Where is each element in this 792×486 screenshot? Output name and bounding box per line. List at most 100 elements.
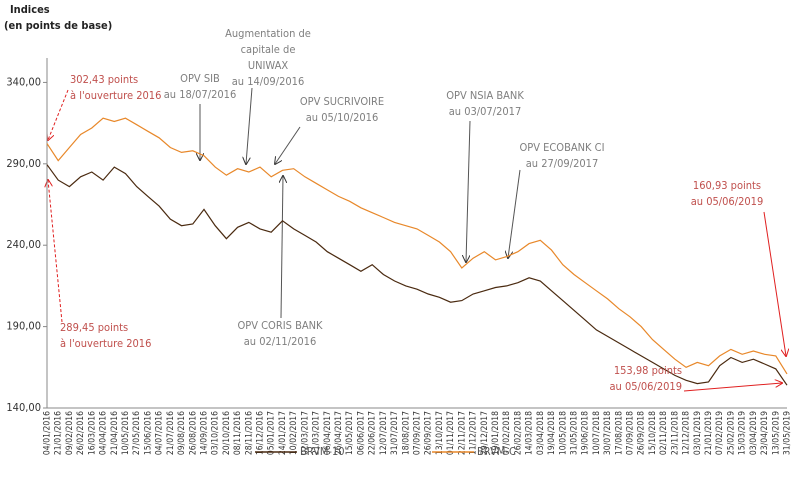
- arrow: [275, 126, 301, 164]
- x-tick-label: 15/05/2017: [345, 411, 355, 455]
- x-tick-label: 31/07/2017: [390, 411, 400, 455]
- arrow: [281, 176, 283, 319]
- annotation: au 02/11/2016: [244, 335, 317, 348]
- x-tick-label: 16/12/2016: [256, 411, 266, 455]
- legend-label: BRVM-C: [477, 445, 516, 458]
- annotation: OPV SUCRIVOIRE: [300, 95, 384, 108]
- arrow: [48, 180, 63, 323]
- x-tick-label: 23/11/2018: [670, 411, 680, 455]
- x-tick-label: 05/01/2017: [267, 411, 277, 455]
- annotation: au 27/09/2017: [526, 157, 599, 170]
- annotation: UNIWAX: [248, 59, 289, 72]
- x-tick-label: 26/02/2018: [513, 411, 523, 455]
- y-tick-label: 240,00: [6, 238, 41, 251]
- annotation: au 14/09/2016: [232, 75, 305, 88]
- annotation: 289,45 points: [60, 321, 128, 334]
- x-tick-label: 10/02/2017: [289, 411, 299, 455]
- x-tick-label: 17/08/2018: [614, 411, 624, 455]
- x-tick-label: 19/01/2018: [491, 411, 501, 455]
- x-tick-label: 07/02/2019: [715, 411, 725, 455]
- annotation: 153,98 points: [614, 364, 682, 377]
- annotation: OPV CORIS BANK: [237, 319, 323, 332]
- annotation: au 05/06/2019: [691, 195, 764, 208]
- x-tick-label: 10/07/2018: [592, 411, 602, 455]
- x-tick-label: 10/05/2016: [121, 411, 131, 455]
- annotation: au 05/06/2019: [609, 380, 682, 393]
- y-tick-label: 340,00: [6, 75, 41, 88]
- x-tick-label: 21/03/2017: [312, 411, 322, 455]
- x-tick-label: 21/01/2019: [704, 411, 714, 455]
- annotation: à l'ouverture 2016: [70, 89, 161, 102]
- series-line: [46, 164, 788, 386]
- x-tick-label: 21/07/2016: [166, 411, 176, 455]
- x-tick-label: 20/10/2016: [222, 411, 232, 455]
- annotation: 302,43 points: [70, 73, 138, 86]
- x-tick-label: 29/12/2017: [480, 411, 490, 455]
- x-tick-label: 03/04/2018: [536, 411, 546, 455]
- x-tick-label: 26/02/2016: [76, 411, 86, 455]
- annotation: 160,93 points: [693, 179, 761, 192]
- x-tick-label: 19/04/2018: [547, 411, 557, 455]
- x-tick-label: 10/05/2018: [558, 411, 568, 455]
- x-tick-label: 16/03/2016: [87, 411, 97, 455]
- x-tick-label: 31/05/2019: [783, 411, 792, 455]
- x-tick-label: 31/05/2018: [569, 411, 579, 455]
- x-tick-label: 13/05/2019: [771, 411, 781, 455]
- x-tick-label: 25/02/2019: [726, 411, 736, 455]
- x-tick-label: 24/01/2017: [278, 411, 288, 455]
- legend-label: BRVM-10: [300, 445, 345, 458]
- y-tick-label: 290,00: [6, 157, 41, 170]
- x-tick-label: 01/11/2017: [446, 411, 456, 455]
- x-tick-label: 03/04/2019: [749, 411, 759, 455]
- y-tick-label: 190,00: [6, 320, 41, 333]
- annotation: OPV NSIA BANK: [446, 89, 524, 102]
- arrow: [48, 89, 69, 140]
- arrow: [508, 169, 521, 258]
- annotation-arrows: [48, 87, 786, 392]
- series-line: [46, 117, 788, 375]
- x-tick-label: 11/12/2017: [469, 411, 479, 455]
- x-tick-label: 15/10/2018: [648, 411, 658, 455]
- arrow: [763, 211, 786, 356]
- x-tick-label: 07/02/2018: [502, 411, 512, 455]
- x-tick-label: 23/04/2019: [760, 411, 770, 455]
- annotation: OPV ECOBANK CI: [519, 141, 604, 154]
- x-tick-label: 06/06/2017: [356, 411, 366, 455]
- x-tick-label: 22/06/2017: [368, 411, 378, 455]
- x-tick-label: 09/08/2016: [177, 411, 187, 455]
- annotation: au 18/07/2016: [164, 88, 237, 101]
- x-tick-label: 04/07/2016: [155, 411, 165, 455]
- annotation: à l'ouverture 2016: [60, 337, 151, 350]
- x-tick-label: 12/07/2017: [379, 411, 389, 455]
- arrow: [466, 120, 471, 262]
- x-tick-label: 03/01/2019: [693, 411, 703, 455]
- x-tick-label: 07/09/2017: [413, 411, 423, 455]
- x-tick-label: 14/03/2018: [525, 411, 535, 455]
- x-tick-label: 22/11/2017: [457, 411, 467, 455]
- x-tick-label: 19/06/2018: [581, 411, 591, 455]
- annotation: au 05/10/2016: [306, 111, 379, 124]
- y-axis-title: Indices: [10, 3, 50, 16]
- x-tick-label: 09/02/2016: [65, 411, 75, 455]
- x-tick-label: 13/10/2017: [435, 411, 445, 455]
- x-tick-label: 26/04/2017: [334, 411, 344, 455]
- x-tick-label: 15/03/2019: [738, 411, 748, 455]
- arrow: [246, 87, 253, 164]
- x-tick-label: 21/04/2016: [110, 411, 120, 455]
- annotation: Augmentation de: [225, 27, 311, 40]
- arrow: [683, 383, 782, 392]
- y-tick-label: 140,00: [6, 401, 41, 414]
- x-tick-label: 04/01/2016: [43, 411, 53, 455]
- x-tick-label: 08/11/2016: [233, 411, 243, 455]
- x-tick-label: 18/08/2017: [401, 411, 411, 455]
- x-tick-label: 26/09/2018: [637, 411, 647, 455]
- x-tick-label: 06/04/2017: [323, 411, 333, 455]
- x-tick-label: 03/10/2016: [211, 411, 221, 455]
- x-tick-label: 04/04/2016: [99, 411, 109, 455]
- x-tick-label: 02/11/2018: [659, 411, 669, 455]
- annotation: capitale de: [241, 43, 296, 56]
- x-tick-label: 30/07/2018: [603, 411, 613, 455]
- x-tick-label: 27/05/2016: [132, 411, 142, 455]
- x-tick-label: 28/11/2016: [244, 411, 254, 455]
